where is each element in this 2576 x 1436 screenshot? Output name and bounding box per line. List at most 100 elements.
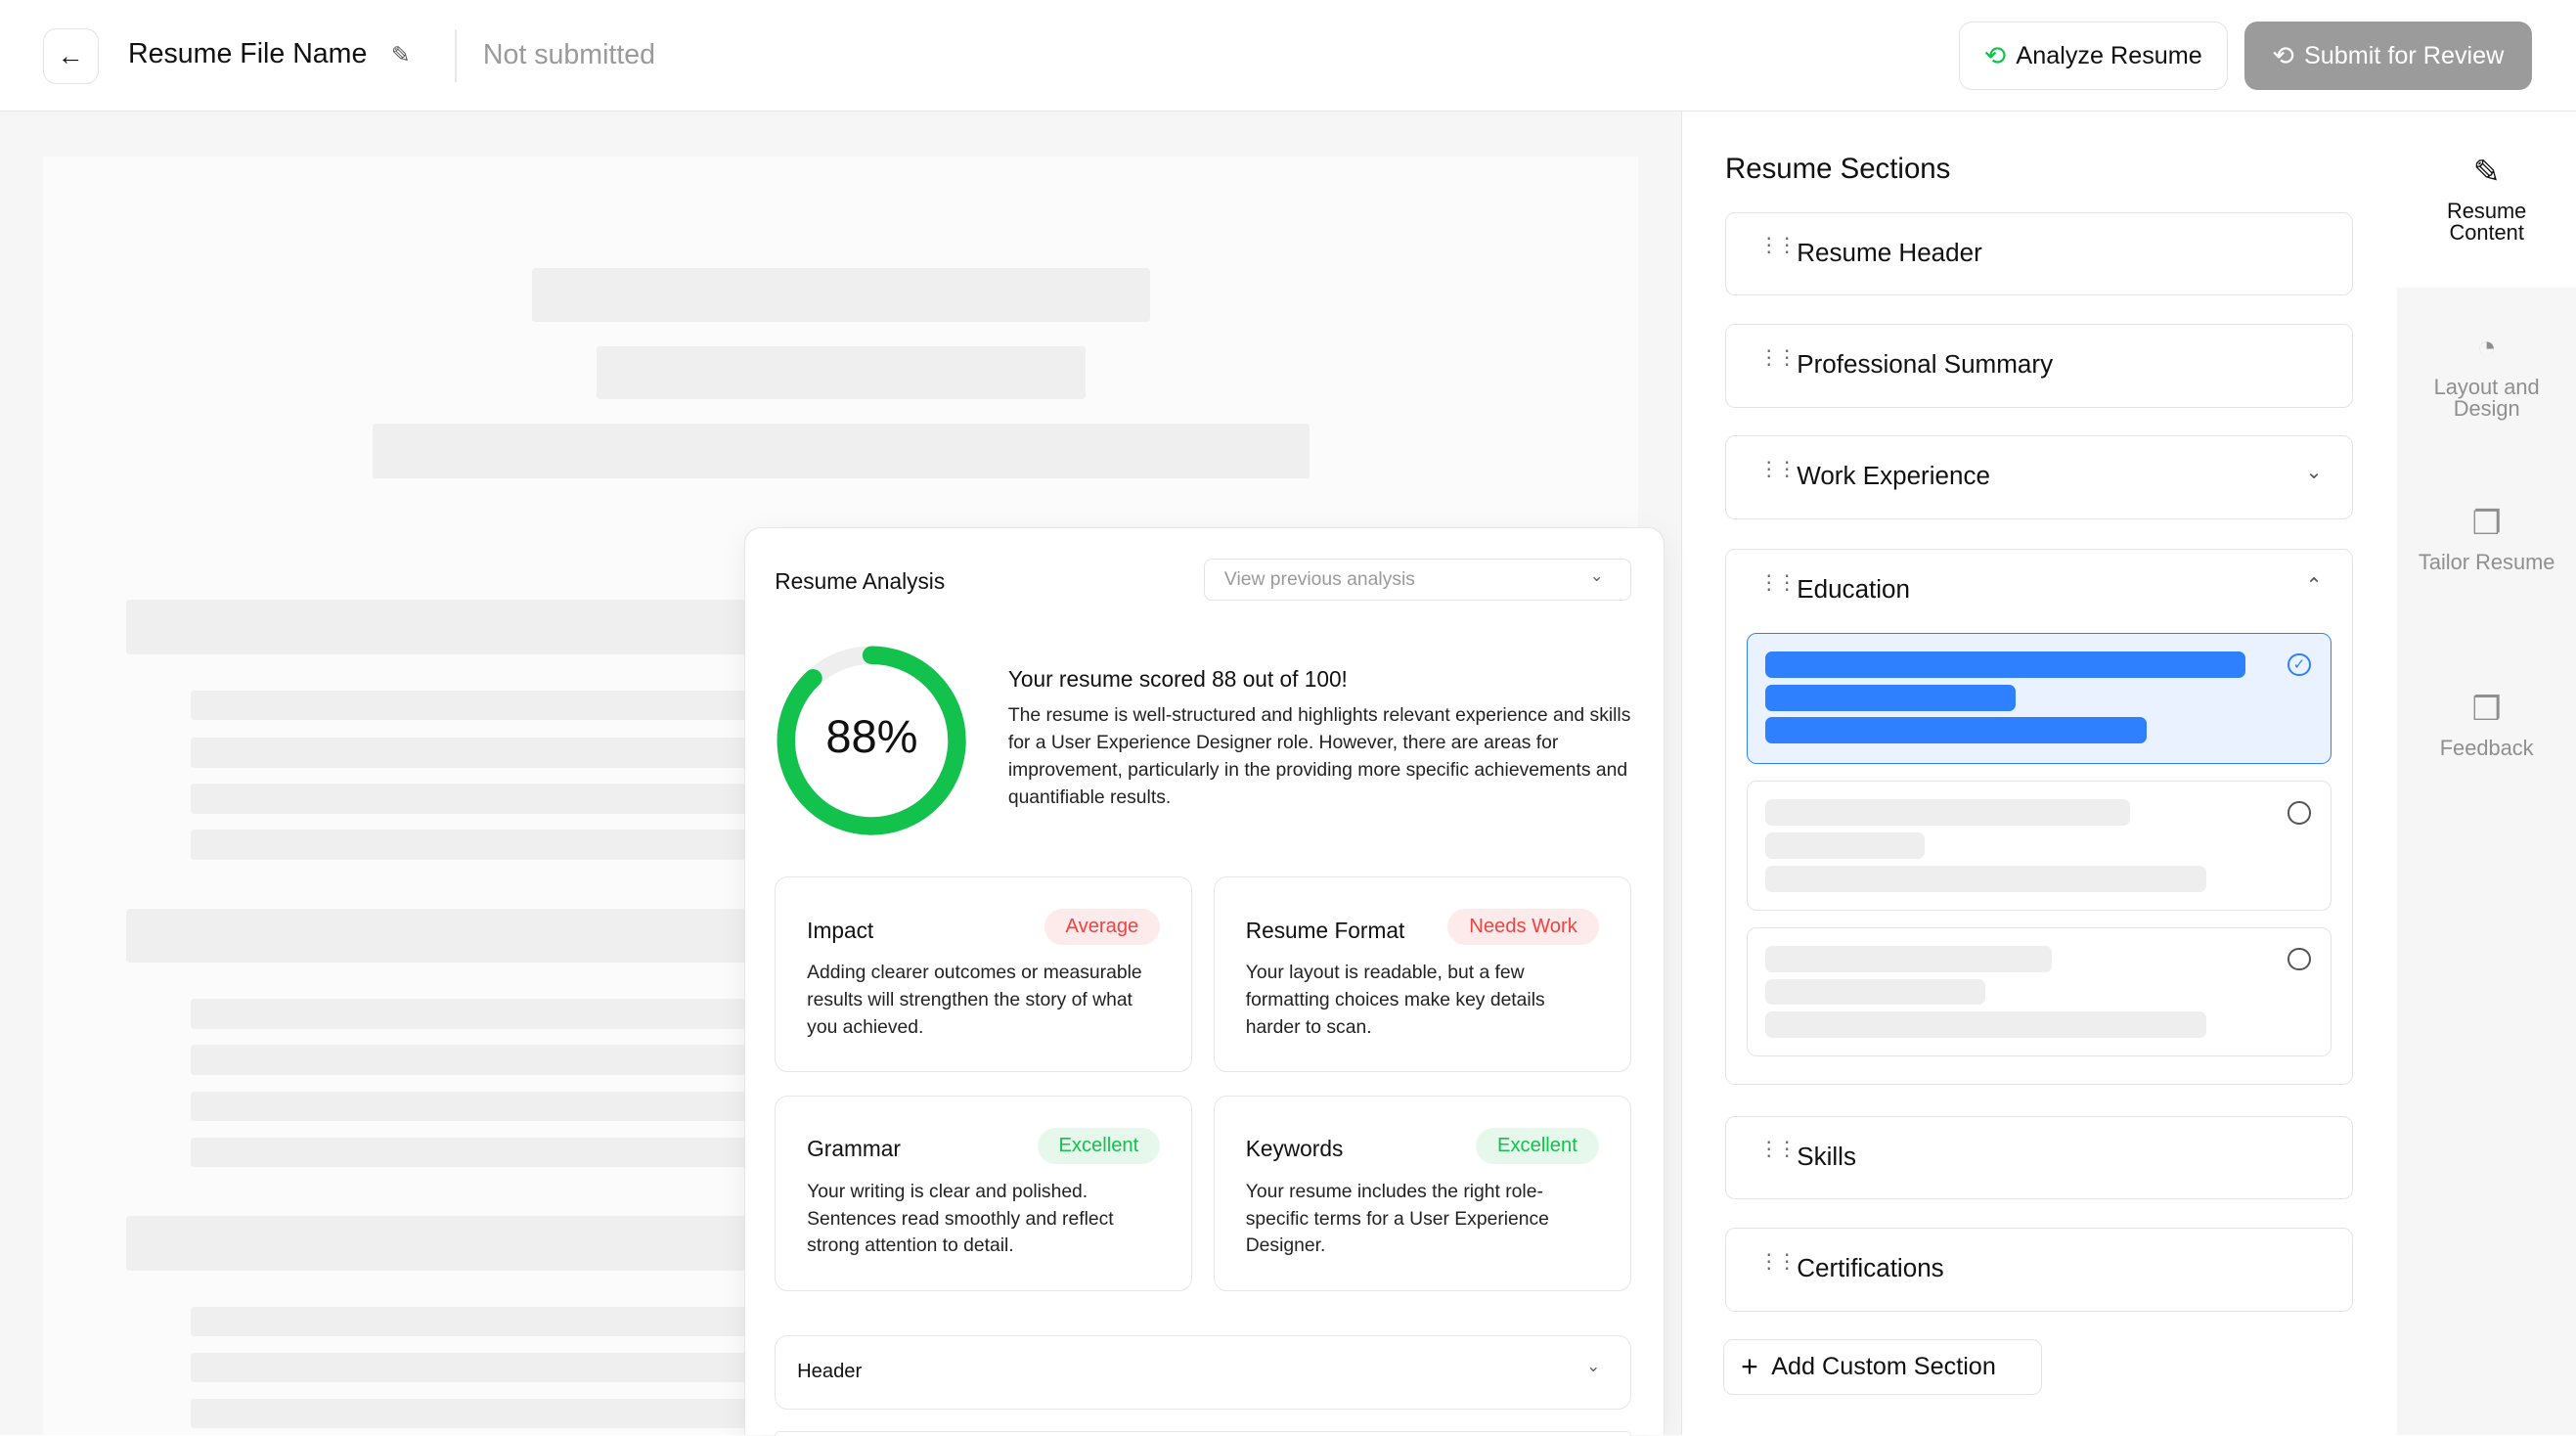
- nav-feedback[interactable]: ❒ Feedback: [2397, 689, 2576, 759]
- drag-handle-icon[interactable]: ⋮⋮: [1758, 458, 1798, 480]
- chevron-up-icon[interactable]: ⌃: [2305, 574, 2323, 597]
- education-entry[interactable]: [1746, 781, 2332, 911]
- accordion-item[interactable]: [775, 1430, 1631, 1436]
- nav-resume-content[interactable]: ✎ Resume Content: [2397, 152, 2576, 244]
- radio-icon[interactable]: [2287, 801, 2311, 825]
- section-skills[interactable]: ⋮⋮ Skills: [1725, 1115, 2353, 1200]
- text-placeholder: [190, 999, 750, 1029]
- refresh-icon: ⟲: [1983, 40, 2007, 70]
- text-placeholder: [1765, 684, 2016, 711]
- previous-analysis-dropdown[interactable]: View previous analysis ⌄: [1203, 558, 1631, 602]
- nav-label: Layout and Design: [2433, 374, 2540, 421]
- card-title: Grammar: [807, 1136, 901, 1162]
- palette-icon: ◔: [2476, 330, 2497, 367]
- text-placeholder: [1765, 651, 2245, 679]
- add-custom-section-button[interactable]: + Add Custom Section: [1723, 1339, 2043, 1396]
- side-nav: [2397, 112, 2576, 1435]
- status-badge: Needs Work: [1447, 909, 1599, 946]
- submission-status: Not submitted: [482, 39, 656, 71]
- nav-layout-and-design[interactable]: ◔ Layout and Design: [2397, 327, 2576, 419]
- text-placeholder: [1765, 978, 1986, 1006]
- text-placeholder: [1765, 799, 2131, 827]
- plus-icon: +: [1741, 1350, 1758, 1383]
- drag-handle-icon[interactable]: ⋮⋮: [1758, 1250, 1798, 1273]
- education-entry[interactable]: ✓: [1746, 632, 2332, 765]
- analysis-card-keywords: Keywords Excellent Your resume includes th…: [1213, 1095, 1631, 1291]
- dropdown-placeholder: View previous analysis: [1223, 568, 1415, 590]
- card-description: Your writing is clear and polished. Sent…: [807, 1181, 1114, 1257]
- analyze-label: Analyze Resume: [2016, 41, 2202, 69]
- nav-label: Resume Content: [2447, 198, 2527, 245]
- analysis-card-resume-format: Resume Format Needs Work Your layout is re…: [1213, 876, 1631, 1073]
- check-circle-icon[interactable]: ✓: [2287, 652, 2311, 677]
- resume-analysis-panel: Resume Analysis View previous analysis ⌄…: [744, 527, 1665, 1436]
- text-placeholder: [1765, 717, 2148, 744]
- pencil-icon: ✎: [2472, 154, 2501, 191]
- text-placeholder: [190, 1091, 750, 1121]
- text-placeholder: [373, 424, 1310, 478]
- refresh-icon: ⟲: [2272, 40, 2294, 70]
- analyze-resume-button[interactable]: ⟲ Analyze Resume: [1958, 21, 2229, 91]
- file-name: Resume File Name: [128, 37, 368, 69]
- feedback-icon: ❒: [2471, 691, 2502, 728]
- text-placeholder: [190, 830, 750, 860]
- text-placeholder: [1765, 1011, 2206, 1039]
- drag-handle-icon[interactable]: ⋮⋮: [1758, 571, 1798, 594]
- text-placeholder: [190, 1352, 750, 1382]
- card-title: Resume Format: [1245, 917, 1405, 943]
- text-placeholder: [126, 909, 751, 964]
- text-placeholder: [190, 1398, 750, 1428]
- section-label: Professional Summary: [1797, 349, 2054, 380]
- divider: [455, 29, 458, 82]
- text-placeholder: [532, 267, 1150, 323]
- card-description: Your resume includes the right role-spec…: [1245, 1181, 1549, 1257]
- analysis-title: Resume Analysis: [775, 567, 946, 594]
- back-button[interactable]: ←: [42, 27, 99, 84]
- submit-label: Submit for Review: [2303, 41, 2505, 69]
- status-badge: Excellent: [1476, 1127, 1599, 1164]
- analysis-card-impact: Impact Average Adding clearer outcomes or …: [775, 876, 1192, 1073]
- side-nav-active-bg: [2397, 112, 2576, 288]
- status-badge: Excellent: [1037, 1127, 1161, 1164]
- text-placeholder: [1765, 865, 2206, 892]
- nav-label: Tailor Resume: [2418, 550, 2555, 575]
- section-certifications[interactable]: ⋮⋮ Certifications: [1725, 1227, 2353, 1312]
- education-entry[interactable]: [1746, 926, 2332, 1057]
- section-label: Resume Header: [1797, 237, 1982, 267]
- section-work-experience[interactable]: ⋮⋮ Work Experience ⌄: [1725, 435, 2353, 519]
- section-resume-header[interactable]: ⋮⋮ Resume Header: [1725, 211, 2353, 296]
- analysis-card-grammar: Grammar Excellent Your writing is clear an…: [775, 1095, 1192, 1291]
- text-placeholder: [126, 1216, 751, 1271]
- nav-tailor-resume[interactable]: ❐ Tailor Resume: [2397, 503, 2576, 573]
- drag-handle-icon[interactable]: ⋮⋮: [1758, 235, 1798, 257]
- text-placeholder: [190, 784, 750, 814]
- nav-label: Feedback: [2439, 736, 2534, 761]
- chevron-down-icon[interactable]: ⌄: [2305, 461, 2323, 483]
- section-label: Education: [1797, 574, 1911, 605]
- header-accordion[interactable]: Header ⌄: [775, 1335, 1631, 1410]
- text-placeholder: [190, 1045, 750, 1075]
- section-label: Certifications: [1797, 1253, 1944, 1283]
- text-placeholder: [596, 346, 1087, 400]
- text-placeholder: [190, 738, 750, 768]
- card-title: Keywords: [1245, 1136, 1344, 1162]
- edit-name-icon[interactable]: ✎: [390, 42, 411, 67]
- text-placeholder: [1765, 832, 1926, 859]
- score-percent: 88%: [825, 710, 918, 763]
- text-placeholder: [126, 600, 751, 654]
- tailor-file-icon: ❐: [2471, 506, 2502, 543]
- card-description: Adding clearer outcomes or measurable re…: [807, 963, 1142, 1038]
- text-placeholder: [1765, 945, 2052, 972]
- score-heading: Your resume scored 88 out of 100!: [1007, 666, 1348, 693]
- radio-icon[interactable]: [2287, 947, 2311, 971]
- drag-handle-icon[interactable]: ⋮⋮: [1758, 1139, 1798, 1161]
- section-label: Skills: [1797, 1141, 1856, 1171]
- text-placeholder: [190, 1137, 750, 1167]
- chevron-down-icon: ⌄: [1589, 566, 1604, 586]
- submit-for-review-button[interactable]: ⟲ Submit for Review: [2243, 21, 2532, 91]
- drag-handle-icon[interactable]: ⋮⋮: [1758, 346, 1798, 369]
- text-placeholder: [190, 1306, 750, 1336]
- score-ring-progress: [777, 646, 966, 835]
- text-placeholder: [190, 690, 750, 720]
- section-professional-summary[interactable]: ⋮⋮ Professional Summary: [1725, 323, 2353, 408]
